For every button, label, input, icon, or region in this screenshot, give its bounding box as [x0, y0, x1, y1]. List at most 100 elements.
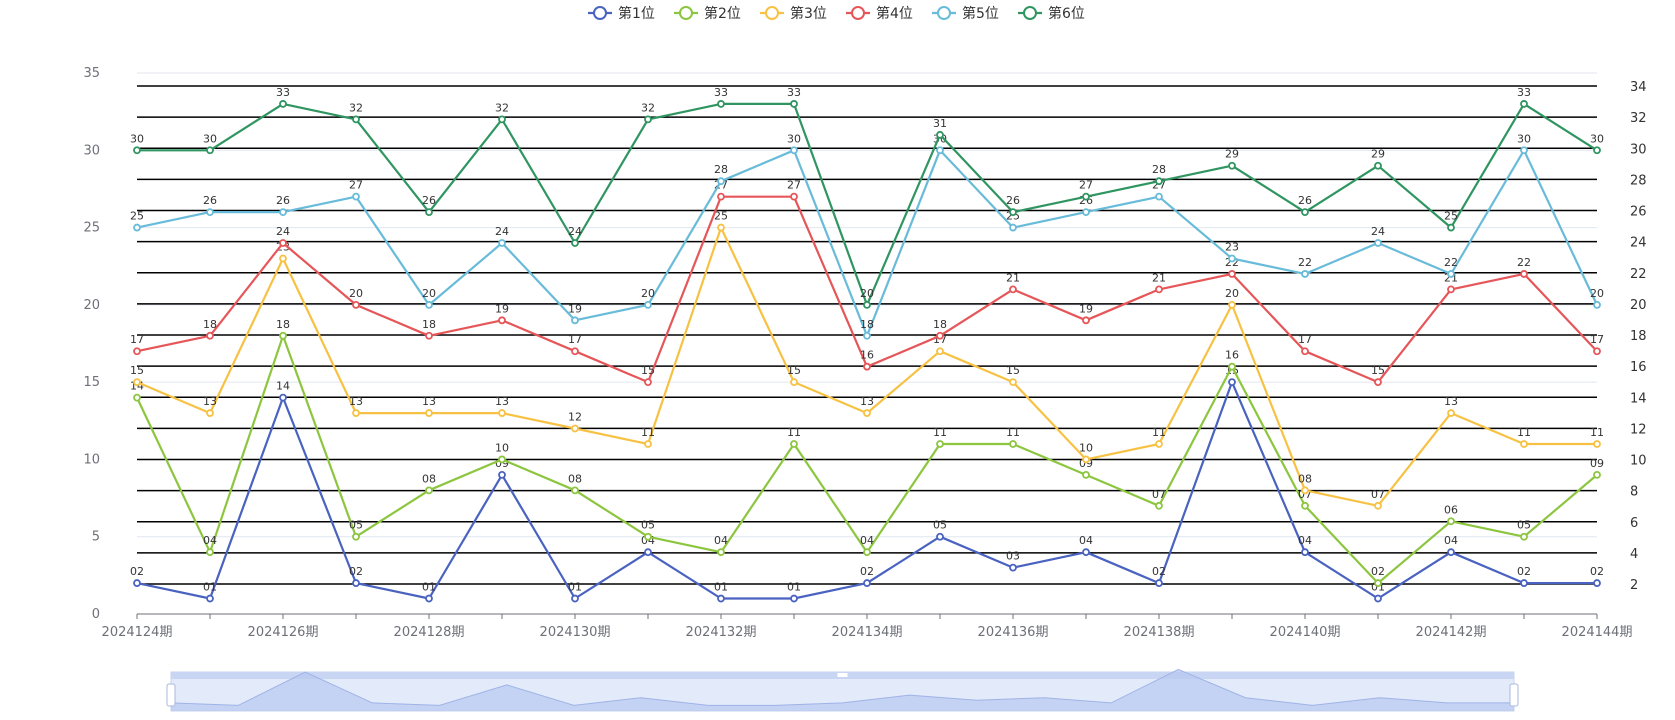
data-point[interactable] [571, 594, 579, 603]
data-point[interactable] [133, 223, 141, 232]
data-point[interactable] [644, 440, 652, 448]
data-point[interactable] [425, 594, 433, 603]
data-point[interactable] [1593, 579, 1601, 587]
data-point[interactable] [863, 300, 871, 309]
data-point[interactable] [1082, 548, 1090, 557]
data-point[interactable] [1228, 300, 1236, 309]
zoom-handle-right[interactable] [1509, 683, 1519, 707]
data-point[interactable] [206, 146, 214, 155]
legend-item-3[interactable]: 第3位 [760, 5, 827, 22]
data-point[interactable] [279, 239, 287, 247]
data-point[interactable] [571, 239, 579, 247]
zoom-move-handle[interactable] [837, 673, 848, 677]
data-point[interactable] [352, 409, 360, 417]
data-point[interactable] [1155, 440, 1163, 448]
data-point[interactable] [206, 548, 214, 557]
data-point[interactable] [1082, 455, 1090, 464]
data-point[interactable] [133, 146, 141, 155]
data-point[interactable] [1228, 254, 1236, 263]
data-point[interactable] [1228, 378, 1236, 387]
data-point[interactable] [1082, 192, 1090, 201]
data-point[interactable] [279, 208, 287, 217]
data-point[interactable] [936, 440, 944, 448]
data-point[interactable] [1301, 347, 1309, 356]
data-point[interactable] [1301, 208, 1309, 217]
data-point[interactable] [1374, 501, 1382, 510]
data-point[interactable] [1520, 440, 1528, 448]
data-point[interactable] [498, 470, 506, 479]
data-point[interactable] [717, 192, 725, 201]
data-point[interactable] [498, 115, 506, 124]
data-point[interactable] [863, 331, 871, 340]
legend[interactable]: 第1位 第2位 第3位 第4位 第5位 第6位 [588, 5, 1085, 22]
data-point[interactable] [425, 331, 433, 340]
data-point[interactable] [644, 532, 652, 541]
data-point[interactable] [717, 177, 725, 186]
data-point[interactable] [1520, 146, 1528, 155]
data-point[interactable] [425, 409, 433, 417]
legend-item-2[interactable]: 第2位 [674, 5, 741, 22]
data-point[interactable] [1593, 347, 1601, 356]
data-point[interactable] [1447, 517, 1455, 526]
data-point[interactable] [863, 409, 871, 417]
data-point[interactable] [1593, 470, 1601, 479]
data-point[interactable] [936, 532, 944, 541]
data-point[interactable] [1155, 177, 1163, 186]
data-point[interactable] [352, 532, 360, 541]
data-point[interactable] [1301, 486, 1309, 495]
legend-item-5[interactable]: 第5位 [932, 5, 999, 22]
data-point[interactable] [571, 486, 579, 495]
data-point[interactable] [1155, 285, 1163, 294]
data-point[interactable] [133, 393, 141, 402]
data-point[interactable] [863, 362, 871, 371]
data-point[interactable] [1447, 409, 1455, 417]
data-point[interactable] [790, 192, 798, 201]
data-point[interactable] [1155, 192, 1163, 201]
data-point[interactable] [790, 146, 798, 155]
data-point[interactable] [1520, 100, 1528, 108]
data-point[interactable] [1009, 223, 1017, 232]
data-point[interactable] [1082, 470, 1090, 479]
data-point[interactable] [1082, 208, 1090, 217]
legend-item-4[interactable]: 第4位 [846, 5, 913, 22]
data-point[interactable] [1155, 501, 1163, 510]
data-point[interactable] [936, 331, 944, 340]
data-point[interactable] [1520, 532, 1528, 541]
data-point[interactable] [425, 300, 433, 309]
data-point[interactable] [206, 594, 214, 603]
data-point[interactable] [863, 548, 871, 557]
data-point[interactable] [498, 316, 506, 325]
data-point[interactable] [498, 409, 506, 417]
data-point[interactable] [1520, 579, 1528, 587]
data-zoom-slider[interactable] [166, 668, 1519, 712]
data-point[interactable] [790, 440, 798, 448]
data-point[interactable] [936, 146, 944, 155]
data-point[interactable] [1009, 208, 1017, 217]
data-point[interactable] [863, 579, 871, 587]
data-point[interactable] [644, 548, 652, 557]
data-point[interactable] [1155, 579, 1163, 587]
data-point[interactable] [1228, 270, 1236, 278]
data-point[interactable] [1301, 270, 1309, 278]
data-point[interactable] [133, 378, 141, 387]
data-point[interactable] [133, 347, 141, 356]
data-point[interactable] [644, 115, 652, 124]
data-point[interactable] [1447, 270, 1455, 278]
data-point[interactable] [571, 316, 579, 325]
data-point[interactable] [1374, 378, 1382, 387]
data-point[interactable] [352, 579, 360, 587]
data-point[interactable] [206, 409, 214, 417]
zoom-handle-left[interactable] [166, 683, 176, 707]
data-point[interactable] [279, 100, 287, 108]
legend-item-1[interactable]: 第1位 [588, 5, 655, 22]
data-point[interactable] [790, 100, 798, 108]
data-point[interactable] [1520, 270, 1528, 278]
data-point[interactable] [1228, 161, 1236, 170]
data-point[interactable] [1301, 548, 1309, 557]
data-point[interactable] [352, 115, 360, 124]
data-point[interactable] [352, 192, 360, 201]
data-point[interactable] [1447, 223, 1455, 232]
data-point[interactable] [571, 424, 579, 433]
data-point[interactable] [206, 331, 214, 340]
data-point[interactable] [1374, 594, 1382, 603]
